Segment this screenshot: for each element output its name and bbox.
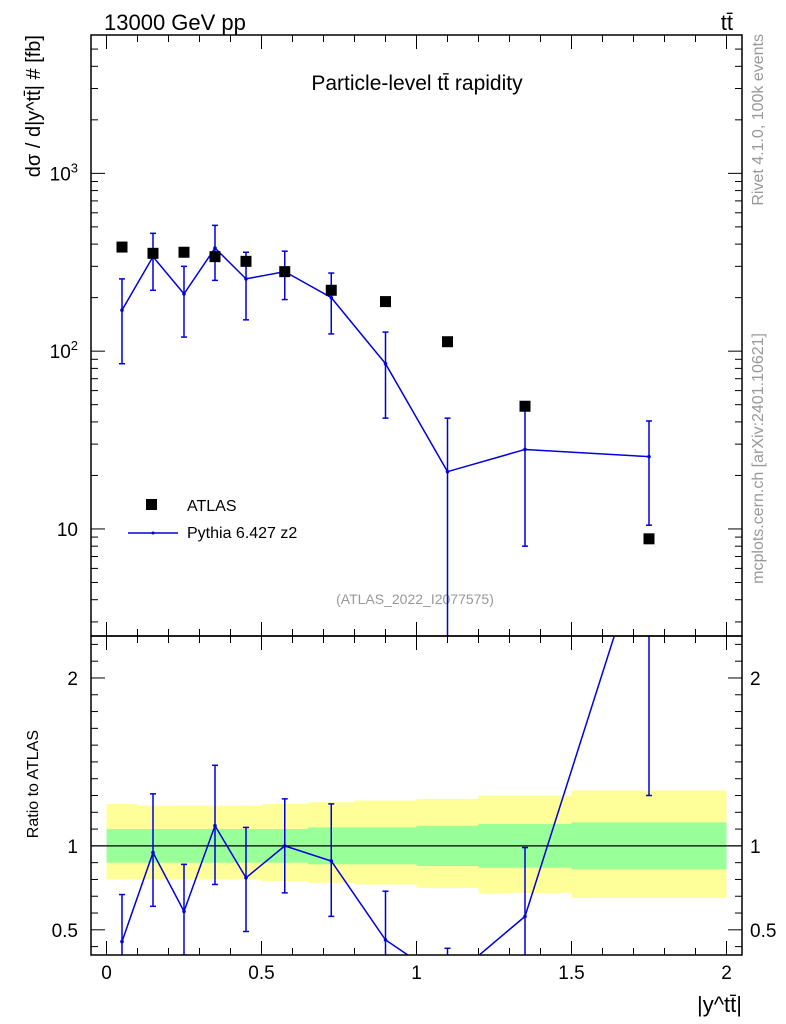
ratio-y-tick-label: 0.5 <box>52 921 78 942</box>
pythia-point <box>523 447 527 452</box>
header-right: tt̄ <box>721 10 733 35</box>
main-plot-frame <box>90 34 743 637</box>
legend-pythia-label: Pythia 6.427 z2 <box>187 525 297 542</box>
ratio-pythia-point <box>182 909 186 914</box>
ratio-pythia-point <box>213 823 217 828</box>
ratio-y-tick-label: 0.5 <box>750 921 776 942</box>
atlas-point <box>116 241 128 253</box>
atlas-point <box>643 533 655 545</box>
pythia-point <box>329 295 334 300</box>
main-plot-marks <box>116 224 655 636</box>
pythia-point <box>213 246 217 250</box>
pythia-point <box>383 361 388 366</box>
x-tick-label: 0.5 <box>248 963 274 984</box>
ratio-y-tick-label: 1 <box>750 837 761 858</box>
x-tick-label: 1 <box>411 963 422 984</box>
header-left: 13000 GeV pp <box>104 10 246 35</box>
pythia-point <box>647 454 651 459</box>
atlas-point <box>519 400 531 412</box>
ratio-pythia-point <box>446 980 450 984</box>
main-title: Particle-level tt̄ rapidity <box>311 72 523 95</box>
plot-frames <box>90 34 743 956</box>
ratio-pythia-point <box>329 859 334 863</box>
ratio-pythia-point <box>151 850 155 855</box>
atlas-point <box>240 255 252 267</box>
atlas-point <box>325 284 337 296</box>
source-label: mcplots.cern.ch [arXiv:2401.10621] <box>750 333 767 584</box>
axis-ticks <box>91 34 742 955</box>
main-y-tick-label: 102 <box>50 338 78 363</box>
main-y-tick-label: 10 <box>57 520 78 541</box>
pythia-point <box>244 277 248 281</box>
atlas-point <box>279 266 291 278</box>
x-axis-label: |y^tt̄| <box>697 992 742 1017</box>
ratio-y-tick-label: 2 <box>750 669 761 690</box>
ratio-pythia-point <box>282 844 287 848</box>
x-tick-label: 1.5 <box>558 963 584 984</box>
legend-atlas-label: ATLAS <box>187 498 237 515</box>
legend-pythia-dot <box>151 531 155 535</box>
analysis-id: (ATLAS_2022_I2077575) <box>336 591 494 607</box>
ratio-uncertainty-bands <box>106 790 727 898</box>
ratio-plot-frame <box>90 635 743 956</box>
main-y-tick-label: 103 <box>50 160 78 185</box>
x-tick-label: 2 <box>721 963 732 984</box>
atlas-point <box>442 336 453 348</box>
ratio-ylabel: Ratio to ATLAS <box>25 730 42 838</box>
ratio-y-tick-label: 2 <box>67 669 78 690</box>
atlas-point <box>147 247 159 259</box>
ratio-pythia-point <box>523 914 527 919</box>
x-tick-label: 0 <box>101 963 112 984</box>
ratio-plot-marks <box>91 636 742 984</box>
atlas-point <box>380 296 391 308</box>
legend-atlas-marker <box>146 499 157 510</box>
ratio-pythia-point <box>244 875 248 880</box>
ratio-y-tick-label: 1 <box>67 837 78 858</box>
atlas-point <box>209 251 221 263</box>
axis-tick-labels: 10 102 103 0 0.5 1 1.5 2 0.5 0.5 1 1 2 2 <box>50 160 777 984</box>
ratio-pythia-point <box>120 939 124 944</box>
ratio-pythia-point <box>383 938 388 942</box>
pythia-point <box>120 308 124 312</box>
rivet-label: Rivet 4.1.0, 100k events <box>750 34 767 206</box>
main-ylabel: dσ / d|y^tt̄| # [fb] <box>23 35 45 177</box>
atlas-point <box>178 246 190 258</box>
pythia-point <box>445 469 450 474</box>
pythia-point <box>182 292 186 296</box>
